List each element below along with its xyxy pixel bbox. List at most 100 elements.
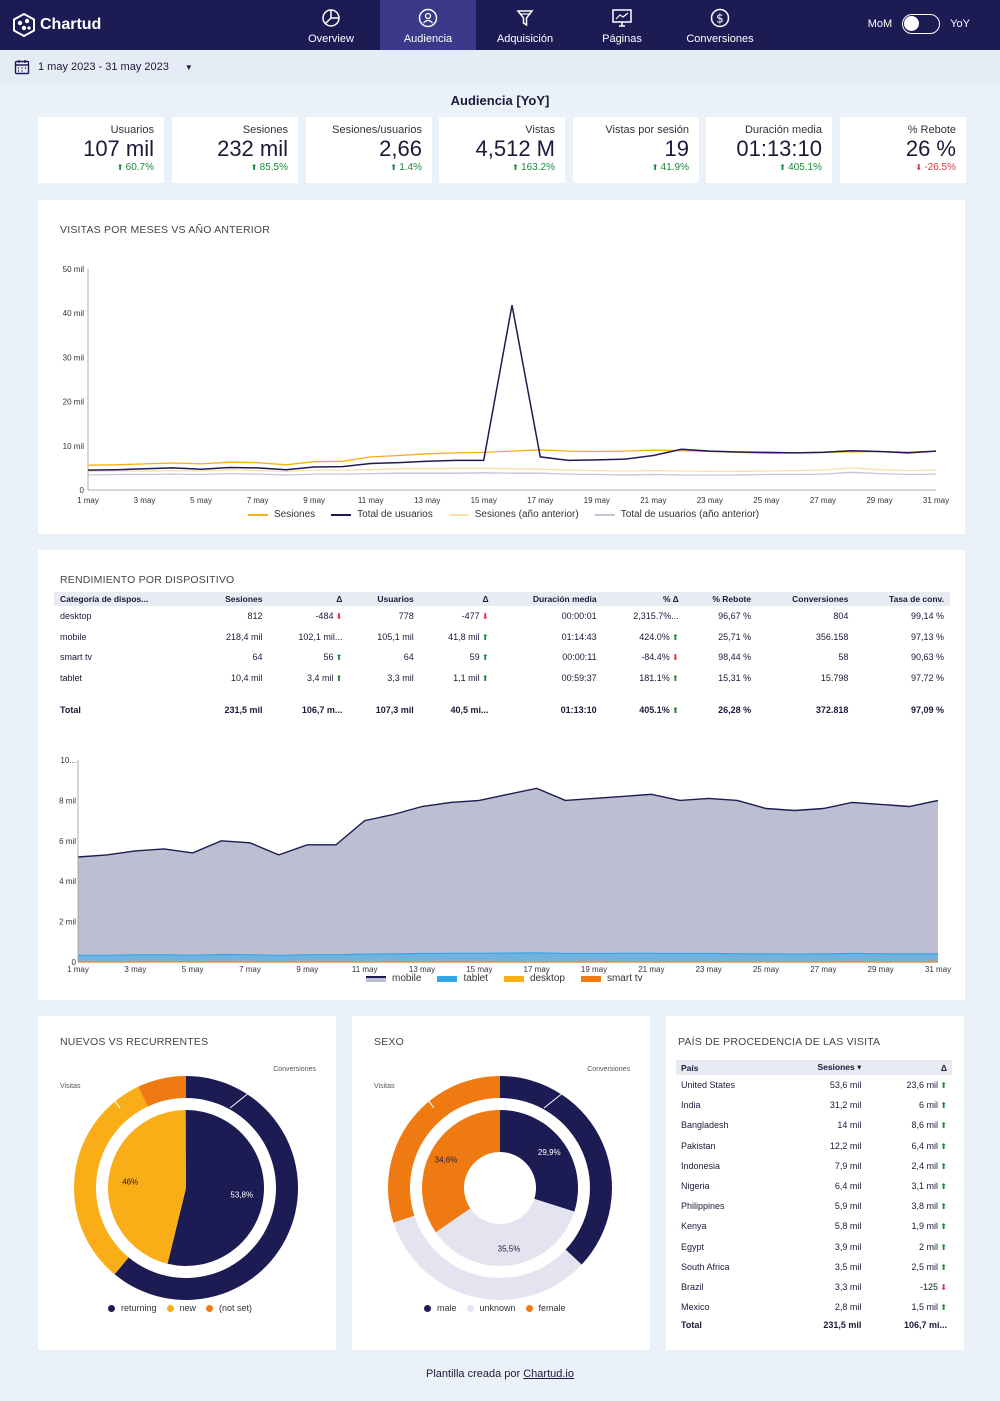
- donut-data-label: 53,8%: [230, 1191, 253, 1200]
- delta-value: -125: [920, 1282, 938, 1292]
- country-col-header[interactable]: Sesiones ▾: [779, 1060, 866, 1075]
- country-sessions: 3,3 mil: [779, 1277, 866, 1297]
- nav-conversiones[interactable]: $ Conversiones: [672, 0, 768, 50]
- country-delta: -125 ⬇: [866, 1277, 952, 1297]
- legend-swatch: [366, 976, 386, 982]
- arrow-up-icon: ⬆: [938, 1222, 947, 1231]
- kpi-delta: ⬆ 41.9%: [573, 162, 689, 173]
- x-tick-label: 25 may: [753, 965, 779, 974]
- x-tick-label: 21 may: [640, 496, 666, 505]
- sex-donut: 29,9%35,5%34,6%VisitasConversiones: [352, 1016, 650, 1350]
- table-row[interactable]: Mexico 2,8 mil 1,5 mil ⬆: [676, 1297, 952, 1317]
- country-delta: 6,4 mil ⬆: [866, 1136, 952, 1156]
- legend-item[interactable]: returning: [108, 1303, 157, 1313]
- delta-value: 3,1 mil: [912, 1181, 939, 1191]
- country-name: United States: [676, 1075, 779, 1095]
- nav-overview[interactable]: Overview: [283, 0, 379, 50]
- y-tick-label: 50 mil: [63, 265, 85, 274]
- legend-label: unknown: [480, 1303, 516, 1313]
- legend-dot: [526, 1305, 533, 1312]
- table-row[interactable]: United States 53,6 mil 23,6 mil ⬆: [676, 1075, 952, 1095]
- nav-overview-label: Overview: [308, 33, 354, 45]
- device-area-chart: 02 mil4 mil6 mil8 mil10...1 may 3 may 5 ma…: [38, 550, 965, 1000]
- date-range-value[interactable]: 1 may 2023 - 31 may 2023: [38, 61, 169, 73]
- legend-dot: [424, 1305, 431, 1312]
- table-row[interactable]: Kenya 5,8 mil 1,9 mil ⬆: [676, 1216, 952, 1236]
- footer-text: Plantilla creada por: [426, 1368, 520, 1380]
- legend-swatch: [504, 976, 524, 982]
- legend-item[interactable]: Sesiones: [248, 509, 315, 520]
- arrow-up-icon: ⬆: [938, 1162, 947, 1171]
- brand-logo[interactable]: Chartud: [12, 10, 101, 40]
- legend-label: (not set): [219, 1303, 252, 1313]
- legend-label: Sesiones (año anterior): [475, 509, 579, 520]
- table-row[interactable]: Nigeria 6,4 mil 3,1 mil ⬆: [676, 1176, 952, 1196]
- legend-item[interactable]: female: [526, 1303, 566, 1313]
- legend-label: returning: [121, 1303, 157, 1313]
- legend-label: Sesiones: [274, 509, 315, 520]
- kpi-delta: ⬆ 1.4%: [306, 162, 422, 173]
- legend-label: female: [539, 1303, 566, 1313]
- delta-value: 6 mil: [919, 1100, 938, 1110]
- footer-link[interactable]: Chartud.io: [523, 1368, 574, 1380]
- table-row[interactable]: South Africa 3,5 mil 2,5 mil ⬆: [676, 1257, 952, 1277]
- nav-adquisicion[interactable]: Adquisición: [477, 0, 573, 50]
- kpi-card-6: % Rebote 26 % ⬇ -26.5%: [840, 117, 966, 183]
- country-col-header[interactable]: País: [676, 1060, 779, 1075]
- legend-item[interactable]: (not set): [206, 1303, 252, 1313]
- table-row[interactable]: Bangladesh 14 mil 8,6 mil ⬆: [676, 1115, 952, 1135]
- legend-item[interactable]: smart tv: [581, 973, 643, 984]
- y-tick-label: 6 mil: [59, 837, 76, 846]
- kpi-delta-value: 1.4%: [399, 162, 422, 173]
- kpi-value: 26 %: [840, 136, 956, 162]
- kpi-card-0: Usuarios 107 mil ⬆ 60.7%: [38, 117, 164, 183]
- y-tick-label: 30 mil: [63, 353, 85, 362]
- legend-item[interactable]: Total de usuarios (año anterior): [595, 509, 759, 520]
- delta-value: 2,5 mil: [912, 1262, 939, 1272]
- donut-slice-female[interactable]: [422, 1110, 500, 1232]
- users-icon: [418, 8, 438, 28]
- x-tick-label: 19 may: [584, 496, 610, 505]
- y-tick-label: 10...: [60, 756, 76, 765]
- delta-value: 2 mil: [919, 1242, 938, 1252]
- legend-item[interactable]: desktop: [504, 973, 565, 984]
- table-row[interactable]: India 31,2 mil 6 mil ⬆: [676, 1095, 952, 1115]
- legend-item[interactable]: male: [424, 1303, 457, 1313]
- table-row[interactable]: Pakistan 12,2 mil 6,4 mil ⬆: [676, 1136, 952, 1156]
- funnel-icon: [515, 8, 535, 28]
- kpi-label: Sesiones: [172, 124, 288, 136]
- table-row[interactable]: Egypt 3,9 mil 2 mil ⬆: [676, 1237, 952, 1257]
- legend-label: mobile: [392, 973, 421, 984]
- country-sessions: 2,8 mil: [779, 1297, 866, 1317]
- arrow-down-icon: ⬇: [938, 1283, 947, 1292]
- arrow-up-icon: ⬆: [390, 163, 399, 172]
- date-range-dropdown-icon[interactable]: ▼: [185, 63, 193, 72]
- mom-yoy-toggle[interactable]: [902, 14, 940, 34]
- nav-audiencia[interactable]: Audiencia: [380, 0, 476, 50]
- y-tick-label: 2 mil: [59, 918, 76, 927]
- area-mobile: [78, 788, 938, 962]
- country-name: Egypt: [676, 1237, 779, 1257]
- nav-paginas[interactable]: Páginas: [574, 0, 670, 50]
- legend-item[interactable]: Total de usuarios: [331, 509, 433, 520]
- country-col-header[interactable]: Δ: [866, 1060, 952, 1075]
- legend-item[interactable]: mobile: [366, 973, 421, 984]
- legend-item[interactable]: tablet: [437, 973, 487, 984]
- table-row[interactable]: Philippines 5,9 mil 3,8 mil ⬆: [676, 1196, 952, 1216]
- x-tick-label: 1 may: [77, 496, 99, 505]
- table-row[interactable]: Indonesia 7,9 mil 2,4 mil ⬆: [676, 1156, 952, 1176]
- legend-dot: [206, 1305, 213, 1312]
- country-sessions: 6,4 mil: [779, 1176, 866, 1196]
- legend-item[interactable]: unknown: [467, 1303, 516, 1313]
- legend-item[interactable]: new: [167, 1303, 197, 1313]
- country-name: India: [676, 1095, 779, 1115]
- legend-item[interactable]: Sesiones (año anterior): [449, 509, 579, 520]
- pie-chart-icon: [321, 8, 341, 28]
- kpi-delta-value: 60.7%: [126, 162, 154, 173]
- table-row[interactable]: Brazil 3,3 mil -125 ⬇: [676, 1277, 952, 1297]
- visits-chart-legend: Sesiones Total de usuarios Sesiones (año a…: [248, 509, 759, 520]
- total-cell: Total: [676, 1317, 779, 1333]
- country-name: Kenya: [676, 1216, 779, 1236]
- page-title: Audiencia [YoY]: [0, 93, 1000, 108]
- x-tick-label: 1 may: [67, 965, 89, 974]
